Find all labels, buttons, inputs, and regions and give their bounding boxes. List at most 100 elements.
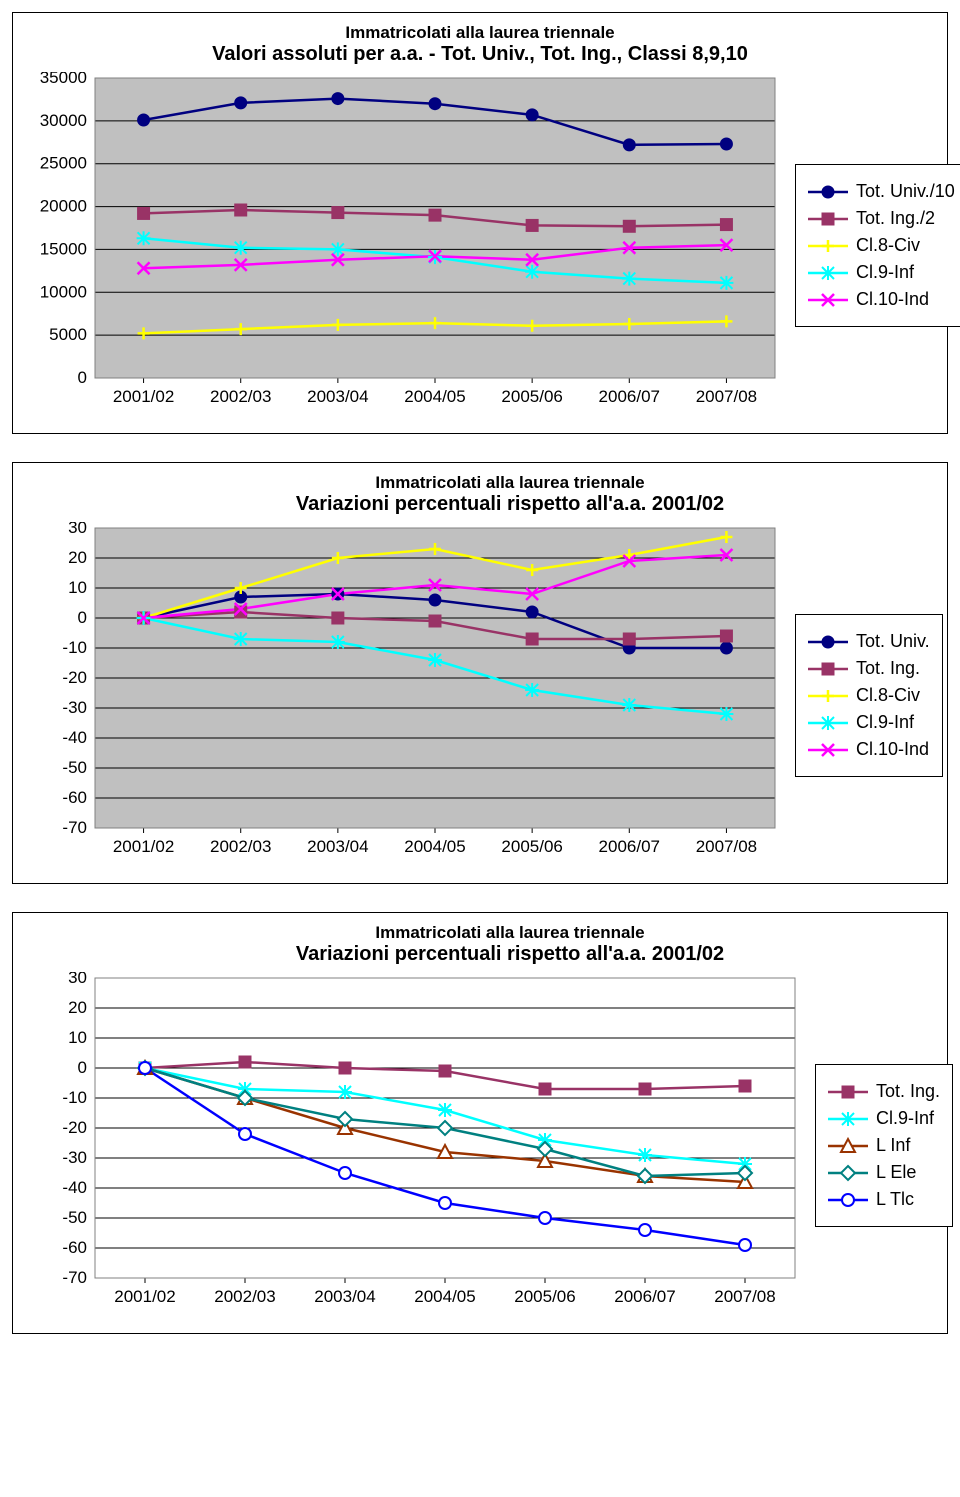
svg-text:-50: -50 <box>62 1208 87 1227</box>
chart-legend-1: Tot. Univ./10 Tot. Ing./2 Cl.8-Civ Cl.9-Inf… <box>795 164 960 327</box>
svg-text:-20: -20 <box>62 668 87 687</box>
svg-text:2004/05: 2004/05 <box>414 1287 475 1306</box>
chart-subtitle-1: Valori assoluti per a.a. - Tot. Univ., T… <box>25 43 935 66</box>
legend-swatch <box>808 633 848 651</box>
svg-text:15000: 15000 <box>40 239 87 258</box>
legend-label: Tot. Ing./2 <box>856 208 935 229</box>
legend-label: Cl.10-Ind <box>856 739 929 760</box>
chart-plot-2: -70-60-50-40-30-20-1001020302001/022002/… <box>25 522 785 869</box>
chart-legend-3: Tot. Ing. Cl.9-Inf L Inf L Ele L Tlc <box>815 1064 953 1227</box>
legend-label: L Tlc <box>876 1189 914 1210</box>
legend-swatch <box>808 687 848 705</box>
chart-supertitle-2: Immatricolati alla laurea triennale <box>85 473 935 493</box>
legend-item: L Tlc <box>828 1189 940 1210</box>
chart-card-2: Immatricolati alla laurea triennale Vari… <box>12 462 948 884</box>
svg-text:20000: 20000 <box>40 197 87 216</box>
legend-swatch <box>808 210 848 228</box>
legend-item: Cl.9-Inf <box>828 1108 940 1129</box>
chart-plot-3: -70-60-50-40-30-20-1001020302001/022002/… <box>25 972 805 1319</box>
svg-text:2002/03: 2002/03 <box>214 1287 275 1306</box>
legend-label: L Inf <box>876 1135 910 1156</box>
legend-swatch <box>808 660 848 678</box>
legend-label: Tot. Ing. <box>876 1081 940 1102</box>
svg-text:30: 30 <box>68 972 87 987</box>
chart-titles-1: Immatricolati alla laurea triennale Valo… <box>25 23 935 66</box>
chart-subtitle-3: Variazioni percentuali rispetto all'a.a.… <box>85 943 935 966</box>
legend-swatch <box>808 183 848 201</box>
svg-text:2006/07: 2006/07 <box>599 837 660 856</box>
svg-text:0: 0 <box>78 608 87 627</box>
legend-label: Cl.9-Inf <box>876 1108 934 1129</box>
svg-text:2001/02: 2001/02 <box>113 387 174 406</box>
legend-label: L Ele <box>876 1162 916 1183</box>
svg-text:2001/02: 2001/02 <box>113 837 174 856</box>
legend-label: Tot. Univ. <box>856 631 930 652</box>
legend-swatch <box>808 291 848 309</box>
legend-label: Cl.8-Civ <box>856 685 920 706</box>
svg-text:2004/05: 2004/05 <box>404 387 465 406</box>
svg-text:30000: 30000 <box>40 111 87 130</box>
chart-plot-1: 050001000015000200002500030000350002001/… <box>25 72 785 419</box>
legend-swatch <box>808 714 848 732</box>
svg-text:2005/06: 2005/06 <box>514 1287 575 1306</box>
legend-swatch <box>828 1191 868 1209</box>
svg-text:10: 10 <box>68 1028 87 1047</box>
chart-subtitle-2: Variazioni percentuali rispetto all'a.a.… <box>85 493 935 516</box>
legend-item: Cl.10-Ind <box>808 739 930 760</box>
legend-item: Cl.10-Ind <box>808 289 955 310</box>
svg-text:0: 0 <box>78 1058 87 1077</box>
chart-supertitle-1: Immatricolati alla laurea triennale <box>25 23 935 43</box>
legend-label: Tot. Ing. <box>856 658 920 679</box>
svg-text:2005/06: 2005/06 <box>501 837 562 856</box>
legend-label: Cl.8-Civ <box>856 235 920 256</box>
svg-text:35000: 35000 <box>40 72 87 87</box>
legend-swatch <box>828 1164 868 1182</box>
svg-text:20: 20 <box>68 998 87 1017</box>
svg-text:-60: -60 <box>62 1238 87 1257</box>
legend-label: Cl.9-Inf <box>856 712 914 733</box>
svg-text:2007/08: 2007/08 <box>696 837 757 856</box>
svg-text:-10: -10 <box>62 1088 87 1107</box>
svg-text:-10: -10 <box>62 638 87 657</box>
svg-text:2004/05: 2004/05 <box>404 837 465 856</box>
svg-text:-70: -70 <box>62 1268 87 1287</box>
legend-swatch <box>828 1137 868 1155</box>
svg-text:0: 0 <box>78 368 87 387</box>
legend-item: Tot. Ing. <box>828 1081 940 1102</box>
svg-text:25000: 25000 <box>40 154 87 173</box>
legend-swatch <box>808 264 848 282</box>
legend-label: Cl.9-Inf <box>856 262 914 283</box>
svg-text:2002/03: 2002/03 <box>210 387 271 406</box>
svg-text:2003/04: 2003/04 <box>307 837 368 856</box>
legend-swatch <box>828 1110 868 1128</box>
legend-item: Cl.9-Inf <box>808 712 930 733</box>
svg-text:2006/07: 2006/07 <box>599 387 660 406</box>
legend-item: Cl.8-Civ <box>808 685 930 706</box>
svg-text:10: 10 <box>68 578 87 597</box>
chart-titles-3: Immatricolati alla laurea triennale Vari… <box>25 923 935 966</box>
chart-supertitle-3: Immatricolati alla laurea triennale <box>85 923 935 943</box>
svg-text:2003/04: 2003/04 <box>307 387 368 406</box>
svg-text:2007/08: 2007/08 <box>714 1287 775 1306</box>
svg-text:2001/02: 2001/02 <box>114 1287 175 1306</box>
svg-text:30: 30 <box>68 522 87 537</box>
svg-text:2002/03: 2002/03 <box>210 837 271 856</box>
legend-item: Tot. Ing. <box>808 658 930 679</box>
svg-text:-40: -40 <box>62 728 87 747</box>
legend-item: Tot. Univ. <box>808 631 930 652</box>
legend-label: Tot. Univ./10 <box>856 181 955 202</box>
chart-legend-2: Tot. Univ. Tot. Ing. Cl.8-Civ Cl.9-Inf Cl.10… <box>795 614 943 777</box>
legend-item: Cl.9-Inf <box>808 262 955 283</box>
svg-text:2007/08: 2007/08 <box>696 387 757 406</box>
legend-item: Tot. Univ./10 <box>808 181 955 202</box>
legend-item: L Inf <box>828 1135 940 1156</box>
chart-card-3: Immatricolati alla laurea triennale Vari… <box>12 912 948 1334</box>
svg-text:-70: -70 <box>62 818 87 837</box>
svg-text:-50: -50 <box>62 758 87 777</box>
svg-text:-60: -60 <box>62 788 87 807</box>
legend-item: L Ele <box>828 1162 940 1183</box>
chart-titles-2: Immatricolati alla laurea triennale Vari… <box>25 473 935 516</box>
legend-swatch <box>828 1083 868 1101</box>
svg-text:2003/04: 2003/04 <box>314 1287 375 1306</box>
svg-text:2005/06: 2005/06 <box>501 387 562 406</box>
